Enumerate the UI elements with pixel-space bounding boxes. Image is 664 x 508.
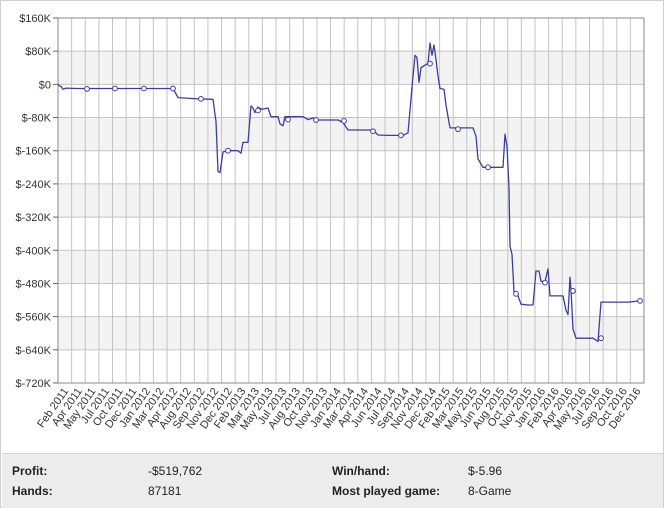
y-tick-label: $-720K (16, 378, 52, 390)
y-tick-label: $-480K (16, 278, 52, 290)
profit-chart: $160K $80K $0 $-80K $-160K $-240K $-320K $-400K… (16, 13, 645, 432)
data-point-marker (170, 85, 176, 92)
data-point-marker (255, 107, 261, 114)
data-point-marker (398, 132, 404, 139)
y-tick-label: $-560K (16, 312, 52, 324)
most-played-game-value: 8-Game (468, 484, 512, 498)
y-tick-label: $-80K (22, 113, 52, 125)
y-tick-label: $80K (25, 46, 51, 58)
y-tick-label: $-640K (16, 345, 52, 357)
most-played-game-label: Most played game: (332, 484, 441, 498)
data-point-marker (598, 335, 604, 342)
data-point-marker (427, 60, 433, 67)
profit-value: -$519,762 (148, 464, 203, 478)
plot-band (58, 250, 644, 284)
data-point-marker (455, 126, 461, 133)
data-point-marker (370, 128, 376, 135)
plot-band (58, 51, 644, 85)
data-point-marker (285, 116, 291, 123)
data-point-marker (112, 85, 118, 92)
y-tick-label: $-160K (16, 146, 52, 158)
y-tick-label: $160K (19, 13, 51, 25)
win-per-hand-value: $-5.96 (468, 464, 503, 478)
plot-border (57, 17, 645, 384)
data-point-marker (198, 95, 204, 102)
data-point-marker (313, 117, 319, 123)
data-point-marker (141, 85, 147, 92)
profit-label: Profit: (12, 464, 48, 478)
data-point-marker (542, 279, 548, 286)
data-point-marker (485, 164, 491, 171)
hands-label: Hands: (12, 484, 53, 498)
plot-band (58, 183, 644, 218)
y-tick-label: $-400K (16, 245, 52, 257)
y-tick-label: $-320K (16, 212, 52, 224)
data-point-marker (84, 86, 90, 92)
data-point-marker (341, 117, 347, 124)
win-per-hand-label: Win/hand: (332, 464, 390, 478)
plot-band (58, 117, 644, 151)
data-point-marker (225, 147, 231, 154)
plot-band (58, 316, 644, 350)
y-tick-label: $0 (39, 79, 51, 91)
data-point-marker (570, 288, 576, 294)
data-point-marker (513, 290, 519, 297)
y-tick-label: $-240K (16, 179, 52, 191)
data-point-marker (637, 297, 643, 304)
hands-value: 87181 (148, 484, 182, 498)
stats-bar: Profit: -$519,762 Win/hand: $-5.96 Hands… (2, 453, 663, 508)
